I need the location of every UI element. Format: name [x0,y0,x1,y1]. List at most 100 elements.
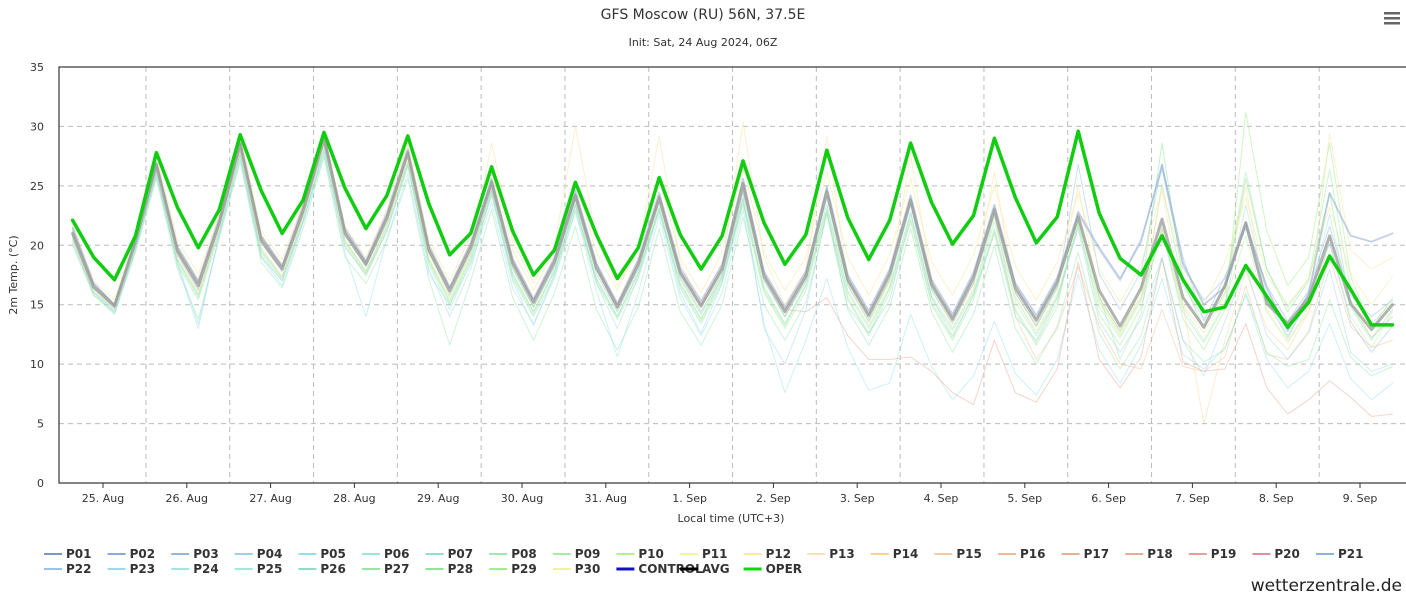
y-tick-label: 30 [30,120,44,133]
legend-label: P29 [511,562,537,576]
legend-item-p18[interactable]: P18 [1125,547,1173,561]
legend-item-p15[interactable]: P15 [934,547,982,561]
series-line-p27 [72,152,1393,360]
legend-label: P02 [130,547,156,561]
y-tick-label: 35 [30,61,44,74]
x-axis-ticks: 25. Aug 26. Aug 27. Aug 28. Aug 29. Aug 30. A… [82,483,1378,505]
chart-title: GFS Moscow (RU) 56N, 37.5E [601,7,806,23]
legend-label: P06 [384,547,410,561]
legend-item-p25[interactable]: P25 [234,562,283,576]
series-line-p04 [72,149,1393,377]
x-tick-label: 8. Sep [1259,492,1294,505]
legend-item-p14[interactable]: P14 [870,547,919,561]
legend-label: OPER [766,562,802,576]
x-tick-label: 4. Sep [924,492,959,505]
legend-label: P18 [1147,547,1173,561]
y-tick-label: 10 [30,358,44,371]
grid-lines [59,67,1406,483]
legend-item-p20[interactable]: P20 [1252,547,1300,561]
legend-item-p30[interactable]: P30 [552,562,601,576]
legend-item-p24[interactable]: P24 [171,562,219,576]
legend-item-p11[interactable]: P11 [680,547,728,561]
y-tick-label: 20 [30,239,44,252]
legend-item-p03[interactable]: P03 [171,547,219,561]
legend-label: P11 [702,547,728,561]
legend-item-control[interactable]: CONTROL [616,562,703,576]
x-tick-label: 7. Sep [1175,492,1210,505]
legend-label: P27 [384,562,410,576]
plot-frame [58,66,1406,484]
legend-item-p08[interactable]: P08 [489,547,537,561]
legend-label: P09 [575,547,601,561]
legend-label: P10 [638,547,664,561]
x-tick-label: 30. Aug [501,492,543,505]
series-line-p25 [72,147,1393,344]
legend-item-p21[interactable]: P21 [1316,547,1364,561]
legend-item-p19[interactable]: P19 [1188,547,1237,561]
y-axis-ticks: 0 5 10 15 20 25 30 35 [30,61,44,490]
legend-item-p29[interactable]: P29 [489,562,537,576]
series-line-p08 [72,156,1393,377]
legend-item-p17[interactable]: P17 [1061,547,1110,561]
legend-label: P13 [829,547,855,561]
legend-item-p05[interactable]: P05 [298,547,346,561]
x-tick-label: 31. Aug [585,492,627,505]
x-tick-label: 1. Sep [672,492,707,505]
legend-item-p27[interactable]: P27 [362,562,410,576]
y-tick-label: 25 [30,180,44,193]
legend-label: P14 [893,547,919,561]
legend-label: P01 [66,547,92,561]
legend-item-p28[interactable]: P28 [425,562,474,576]
series-line-p05 [72,154,1393,401]
legend-label: P30 [575,562,601,576]
x-tick-label: 2. Sep [756,492,791,505]
legend-label: P07 [448,547,474,561]
legend-label: AVG [702,562,730,576]
legend-item-p13[interactable]: P13 [807,547,855,561]
legend-item-p12[interactable]: P12 [743,547,792,561]
x-tick-label: 9. Sep [1343,492,1378,505]
legend-item-p22[interactable]: P22 [44,562,92,576]
legend-item-p06[interactable]: P06 [362,547,410,561]
x-tick-label: 6. Sep [1091,492,1126,505]
legend-label: P19 [1211,547,1237,561]
legend-item-oper[interactable]: OPER [743,562,802,576]
legend-item-p02[interactable]: P02 [107,547,156,561]
legend-label: P22 [66,562,92,576]
x-tick-label: 25. Aug [82,492,124,505]
y-tick-label: 0 [37,477,44,490]
legend-item-p09[interactable]: P09 [552,547,601,561]
legend-label: P20 [1274,547,1300,561]
legend: P01 P02 P03 P04 P05 P06 P07 P08 P09 P10 P11 P12 P13 P… [44,547,1364,576]
legend-label: P05 [320,547,346,561]
legend-item-p04[interactable]: P04 [234,547,283,561]
x-tick-label: 27. Aug [249,492,291,505]
legend-label: P16 [1020,547,1046,561]
series-line-p12 [72,130,1393,306]
hamburger-menu-icon[interactable] [1380,6,1404,30]
legend-item-p23[interactable]: P23 [107,562,156,576]
legend-label: P23 [130,562,156,576]
x-tick-label: 26. Aug [166,492,208,505]
legend-item-p26[interactable]: P26 [298,562,346,576]
x-tick-label: 29. Aug [417,492,459,505]
legend-item-p07[interactable]: P07 [425,547,474,561]
legend-item-p01[interactable]: P01 [44,547,92,561]
x-tick-label: 28. Aug [333,492,375,505]
legend-label: P24 [193,562,219,576]
legend-item-avg[interactable]: AVG [680,562,730,576]
y-tick-label: 15 [30,299,44,312]
legend-item-p16[interactable]: P16 [998,547,1046,561]
y-tick-label: 5 [37,418,44,431]
x-tick-label: 5. Sep [1007,492,1042,505]
legend-label: P04 [257,547,283,561]
legend-label: P25 [257,562,283,576]
legend-label: P03 [193,547,219,561]
credit-text: wetterzentrale.de [1251,576,1402,596]
legend-label: P08 [511,547,537,561]
legend-item-p10[interactable]: P10 [616,547,664,561]
y-axis-label: 2m Temp. (°C) [7,235,20,314]
series-line-oper [70,129,1395,330]
legend-label: P17 [1084,547,1110,561]
